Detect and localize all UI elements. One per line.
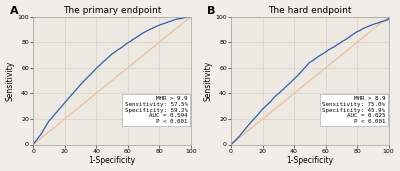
Text: B: B <box>208 6 216 16</box>
Y-axis label: Sensitivity: Sensitivity <box>6 61 14 101</box>
Title: The primary endpoint: The primary endpoint <box>63 5 161 15</box>
Text: A: A <box>10 6 18 16</box>
Y-axis label: Sensitivity: Sensitivity <box>204 61 212 101</box>
Text: MHR > 9.9
Sensitivity: 57.5%
Specificity: 59.2%
AUC = 0.594
P < 0.001: MHR > 9.9 Sensitivity: 57.5% Specificity… <box>124 96 188 124</box>
Text: MHR > 8.9
Sensitivity: 75.0%
Specificity: 45.9%
AUC = 0.625
P < 0.001: MHR > 8.9 Sensitivity: 75.0% Specificity… <box>322 96 386 124</box>
X-axis label: 1-Specificity: 1-Specificity <box>88 156 136 166</box>
Title: The hard endpoint: The hard endpoint <box>268 5 352 15</box>
X-axis label: 1-Specificity: 1-Specificity <box>286 156 333 166</box>
